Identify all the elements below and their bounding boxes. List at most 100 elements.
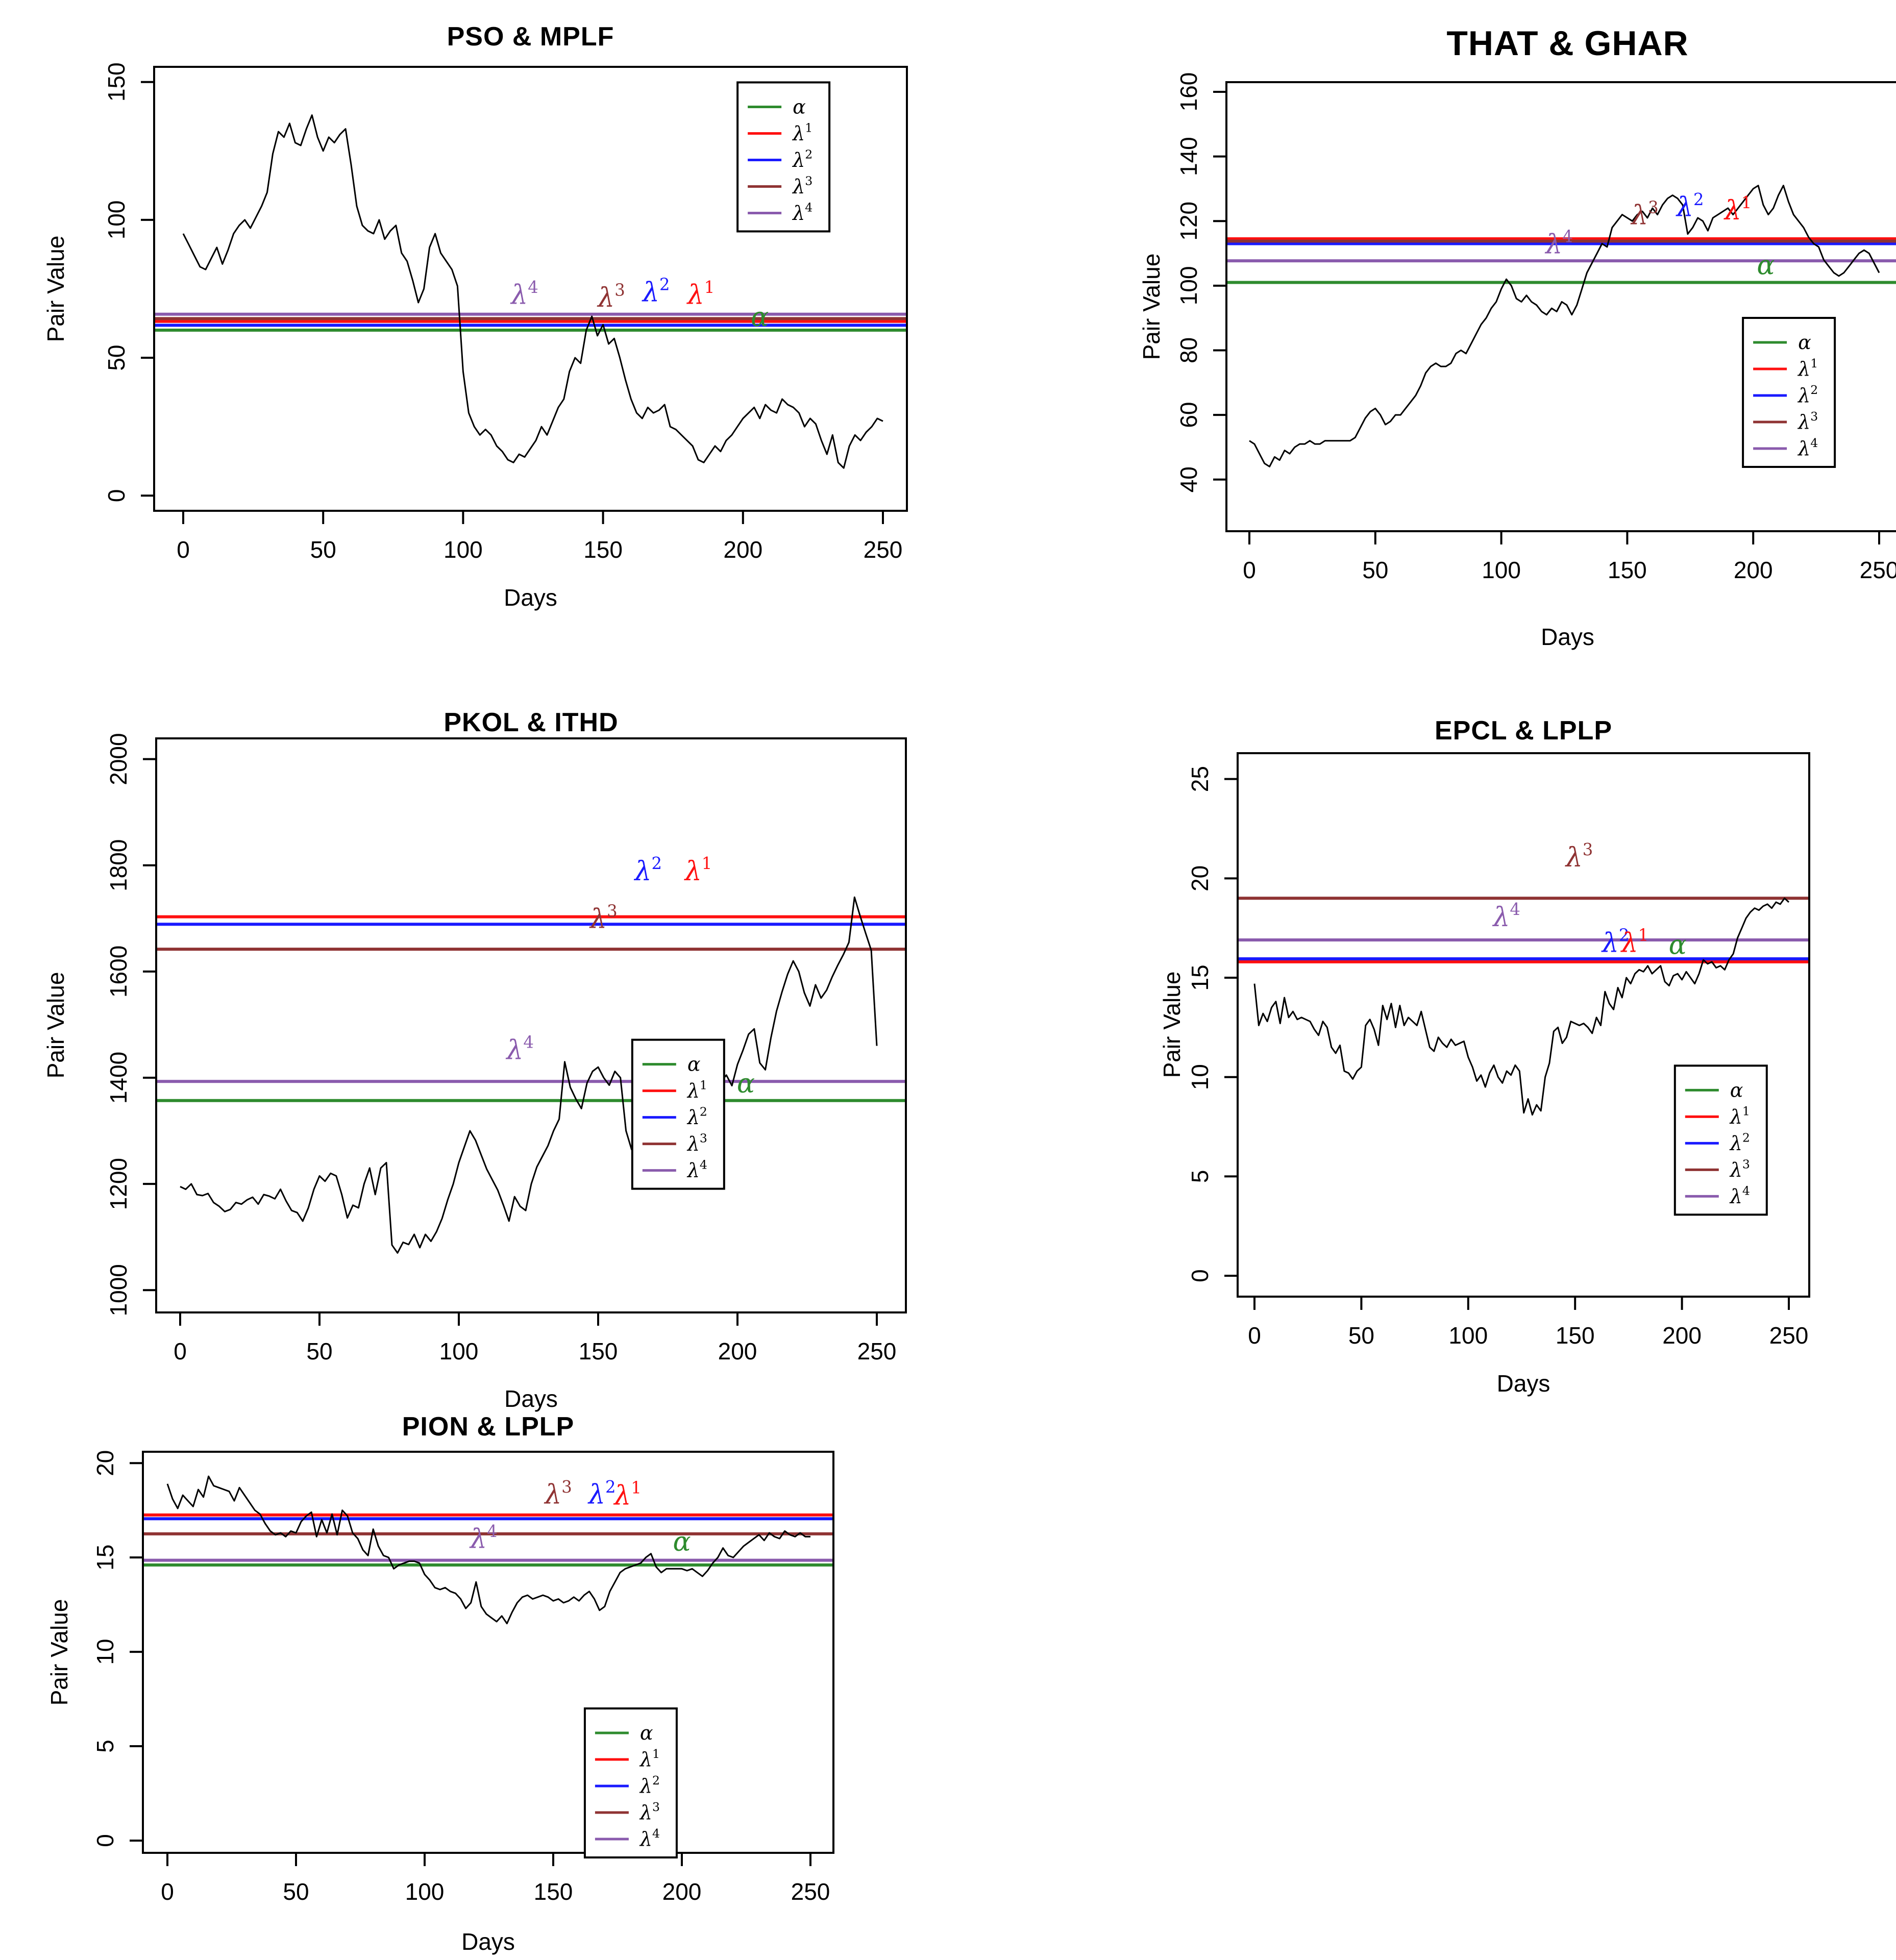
legend-label-λ1: λ1 xyxy=(792,120,812,144)
x-tick-label: 50 xyxy=(283,1878,309,1905)
y-tick-label: 1800 xyxy=(105,839,132,891)
x-tick-label: 100 xyxy=(405,1878,445,1905)
series-line xyxy=(1253,897,1790,1116)
annotation-λ2: λ2 xyxy=(1601,926,1629,959)
y-axis-label: Pair Value xyxy=(42,235,69,342)
legend-box xyxy=(1673,1064,1768,1216)
legend-label-λ3: λ3 xyxy=(792,173,812,197)
legend-label-λ4: λ4 xyxy=(686,1158,707,1182)
y-tick-label: 2000 xyxy=(105,733,132,785)
chart-svg-pkol-ithd: 0 50 100 150 200 250 1000 1200 1400 1600 1800 2000 λ… xyxy=(105,733,907,1364)
x-tick-label: 150 xyxy=(579,1338,618,1364)
x-tick-label: 50 xyxy=(306,1338,332,1364)
legend-label-α: α xyxy=(687,1053,701,1076)
legend-box xyxy=(736,81,831,233)
chart-pion-lplp: 0 50 100 150 200 250 0 5 10 15 20 λ3 λ2 λ1 λ4 α α λ1 λ2 λ3 λ… xyxy=(20,1381,970,1960)
y-tick-label: 150 xyxy=(103,62,130,102)
x-axis-label: Days xyxy=(461,1928,515,1955)
plot-frame xyxy=(153,66,908,512)
y-tick-label: 100 xyxy=(103,201,130,240)
y-tick-label: 140 xyxy=(1175,137,1202,176)
legend-label-λ3: λ3 xyxy=(639,1800,660,1824)
legend-label-λ4: λ4 xyxy=(639,1826,660,1850)
y-tick-label: 1600 xyxy=(105,946,132,998)
series-line xyxy=(182,114,883,469)
series-line xyxy=(1249,185,1880,467)
plot-frame xyxy=(142,1451,834,1854)
x-tick-label: 50 xyxy=(1348,1322,1374,1349)
x-axis-label: Days xyxy=(504,1385,558,1412)
x-tick-label: 100 xyxy=(439,1338,479,1364)
legend-label-α: α xyxy=(1730,1079,1743,1101)
legend-label-λ1: λ1 xyxy=(686,1078,707,1102)
annotation-λ4: λ4 xyxy=(510,278,538,311)
legend-label-λ3: λ3 xyxy=(1729,1157,1750,1181)
plot-frame xyxy=(1225,81,1896,532)
y-tick-label: 40 xyxy=(1175,466,1202,492)
y-tick-label: 1400 xyxy=(105,1052,132,1104)
y-axis-label: Pair Value xyxy=(1159,971,1185,1078)
y-axis-label: Pair Value xyxy=(1138,253,1165,360)
y-tick-label: 50 xyxy=(103,345,130,371)
y-tick-label: 15 xyxy=(1187,964,1213,990)
y-tick-label: 15 xyxy=(92,1545,118,1571)
annotation-λ2: λ2 xyxy=(1676,190,1704,223)
legend-label-λ1: λ1 xyxy=(1797,356,1818,380)
y-tick-label: 5 xyxy=(92,1740,118,1753)
page-title: PKOL & ITHD xyxy=(444,708,619,737)
annotation-λ1: λ1 xyxy=(1620,926,1648,959)
x-tick-label: 250 xyxy=(864,536,903,563)
legend-label-λ4: λ4 xyxy=(1797,436,1818,460)
legend-label-λ1: λ1 xyxy=(1729,1104,1750,1128)
x-tick-label: 200 xyxy=(662,1878,702,1905)
y-axis-label: Pair Value xyxy=(42,972,69,1079)
annotation-λ3: λ3 xyxy=(597,280,625,313)
annotation-λ1: λ1 xyxy=(686,278,715,311)
x-tick-label: 50 xyxy=(310,536,336,563)
annotation-λ4: λ4 xyxy=(469,1522,497,1555)
x-tick-label: 100 xyxy=(1448,1322,1488,1349)
annotation-λ1: λ1 xyxy=(613,1478,641,1511)
chart-pkol-ithd: 0 50 100 150 200 250 1000 1200 1400 1600 1800 2000 λ… xyxy=(20,697,970,1427)
series-line xyxy=(166,1475,810,1625)
x-tick-label: 0 xyxy=(1243,557,1256,583)
page-title: EPCL & LPLP xyxy=(1434,716,1613,746)
x-tick-label: 150 xyxy=(1556,1322,1595,1349)
y-tick-label: 1000 xyxy=(105,1264,132,1316)
legend-label-λ4: λ4 xyxy=(792,200,812,224)
y-tick-label: 1200 xyxy=(105,1158,132,1210)
legend-label-λ2: λ2 xyxy=(1797,383,1818,407)
legend-label-λ1: λ1 xyxy=(639,1747,660,1771)
y-tick-label: 10 xyxy=(1187,1064,1213,1090)
x-tick-label: 150 xyxy=(583,536,623,563)
legend-label-λ3: λ3 xyxy=(1797,409,1818,433)
legend-label-α: α xyxy=(793,95,806,118)
page-title: PION & LPLP xyxy=(402,1412,575,1442)
y-tick-label: 120 xyxy=(1175,202,1202,241)
page-title: THAT & GHAR xyxy=(1446,24,1689,63)
legend-label-α: α xyxy=(1798,331,1811,354)
annotation-λ3: λ3 xyxy=(544,1477,572,1510)
legend-label-λ2: λ2 xyxy=(639,1773,660,1797)
x-tick-label: 200 xyxy=(1662,1322,1702,1349)
x-tick-label: 200 xyxy=(1734,557,1773,583)
x-tick-label: 250 xyxy=(1860,557,1896,583)
legend-label-λ3: λ3 xyxy=(686,1131,707,1155)
annotation-λ1: λ1 xyxy=(684,854,712,887)
annotation-λ4: λ4 xyxy=(1492,900,1520,933)
x-tick-label: 250 xyxy=(857,1338,897,1364)
x-axis-label: Days xyxy=(504,584,557,611)
x-tick-label: 150 xyxy=(1608,557,1647,583)
legend-label-λ2: λ2 xyxy=(686,1105,707,1129)
y-tick-label: 100 xyxy=(1175,266,1202,305)
legend-label-λ4: λ4 xyxy=(1729,1183,1750,1207)
annotation-λ1: λ1 xyxy=(1723,193,1752,226)
annotation-λ4: λ4 xyxy=(1544,227,1572,260)
series-line xyxy=(180,896,878,1254)
annotation-λ3: λ3 xyxy=(589,902,617,935)
x-tick-label: 0 xyxy=(174,1338,187,1364)
